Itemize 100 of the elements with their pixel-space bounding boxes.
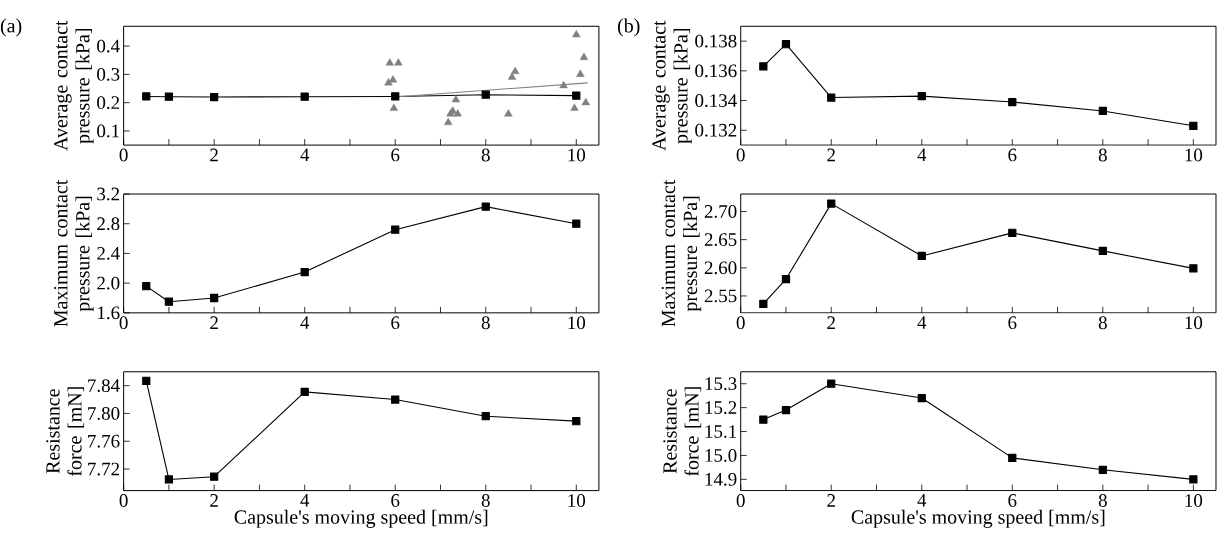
point bbox=[391, 395, 400, 404]
point bbox=[164, 92, 174, 102]
point bbox=[1189, 121, 1198, 131]
point bbox=[451, 95, 461, 103]
point bbox=[1098, 247, 1107, 256]
point bbox=[164, 297, 174, 307]
point bbox=[481, 90, 490, 100]
point bbox=[300, 92, 309, 102]
text: (a) bbox=[0, 18, 22, 37]
y-tick-label: 7.72 bbox=[88, 462, 120, 476]
y-tick-label: 15.2 bbox=[705, 401, 737, 415]
x-tick-label: 10 bbox=[1185, 148, 1203, 162]
text: (b) bbox=[617, 18, 640, 37]
point bbox=[385, 58, 394, 66]
y-tick-label: 2.4 bbox=[97, 247, 120, 261]
y-tick-label: 14.9 bbox=[705, 473, 737, 487]
x-tick-label: 8 bbox=[481, 494, 490, 508]
x-tick-label: 0 bbox=[736, 316, 745, 330]
x-tick-label: 4 bbox=[917, 494, 927, 507]
point bbox=[210, 472, 219, 482]
point bbox=[164, 475, 174, 484]
y-tick-label: 0.2 bbox=[97, 96, 120, 110]
y-tick-label: 2.65 bbox=[704, 233, 737, 247]
x-tick-label: 4 bbox=[917, 316, 927, 330]
point bbox=[1008, 98, 1017, 107]
x-tick-label: 8 bbox=[1098, 494, 1107, 508]
point bbox=[781, 275, 791, 284]
x-tick-label: 6 bbox=[1008, 148, 1017, 162]
point bbox=[504, 109, 513, 117]
y-tick-label: 2.55 bbox=[704, 289, 737, 303]
x-axis-title: Capsule's moving speed [mm/s] bbox=[234, 509, 488, 529]
y-tick-label: 0.138 bbox=[695, 34, 737, 48]
x-tick-label: 10 bbox=[1185, 494, 1203, 508]
y-tick-label: 7.84 bbox=[88, 379, 120, 393]
x-tick-label: 10 bbox=[568, 316, 586, 330]
point bbox=[507, 72, 517, 80]
point bbox=[1008, 229, 1017, 238]
point bbox=[572, 30, 581, 38]
point bbox=[827, 93, 836, 102]
point bbox=[579, 52, 589, 61]
y-tick-label: 2.70 bbox=[704, 205, 737, 219]
y-axis-title: Average contact pressure [kPa] bbox=[652, 20, 692, 151]
point bbox=[1098, 107, 1107, 116]
point bbox=[511, 67, 520, 75]
point bbox=[142, 92, 151, 101]
point bbox=[917, 394, 926, 403]
x-tick-label: 0 bbox=[119, 494, 128, 508]
point bbox=[576, 69, 585, 78]
x-tick-label: 6 bbox=[391, 316, 400, 330]
point bbox=[572, 219, 581, 229]
point bbox=[1008, 453, 1017, 463]
point bbox=[389, 103, 399, 112]
x-tick-label: 4 bbox=[300, 316, 310, 330]
y-tick-label: 0.136 bbox=[695, 64, 737, 78]
point bbox=[581, 98, 590, 106]
y-tick-label: 7.76 bbox=[88, 435, 120, 448]
x-tick-label: 4 bbox=[300, 148, 310, 162]
x-tick-label: 8 bbox=[1098, 148, 1107, 162]
point bbox=[391, 92, 400, 101]
y-tick-label: 0.134 bbox=[695, 94, 737, 108]
point bbox=[481, 202, 490, 212]
x-tick-label: 10 bbox=[568, 494, 586, 508]
x-tick-label: 4 bbox=[917, 148, 927, 162]
point bbox=[394, 58, 403, 66]
point bbox=[572, 91, 581, 100]
point bbox=[781, 40, 791, 49]
x-tick-label: 2 bbox=[827, 148, 835, 162]
y-tick-label: 2.8 bbox=[97, 217, 120, 231]
point bbox=[453, 109, 462, 117]
point bbox=[559, 81, 568, 89]
point bbox=[1189, 475, 1198, 484]
point bbox=[1098, 465, 1107, 475]
x-tick-label: 2 bbox=[210, 494, 218, 507]
point bbox=[210, 294, 219, 303]
y-tick-label: 1.6 bbox=[98, 306, 120, 320]
y-tick-label: 15.1 bbox=[705, 425, 737, 439]
x-tick-label: 0 bbox=[736, 494, 745, 508]
point bbox=[300, 388, 309, 397]
x-tick-label: 2 bbox=[210, 148, 218, 162]
point bbox=[827, 199, 836, 208]
point bbox=[827, 379, 836, 389]
point bbox=[759, 299, 768, 309]
y-tick-label: 15.3 bbox=[705, 377, 737, 391]
x-tick-label: 8 bbox=[1098, 316, 1107, 330]
y-tick-label: 15.0 bbox=[705, 449, 737, 463]
point bbox=[481, 412, 490, 421]
x-tick-label: 8 bbox=[481, 316, 490, 330]
x-tick-label: 10 bbox=[568, 148, 586, 162]
y-axis-title: Resistance force [mN] bbox=[46, 387, 85, 477]
y-tick-label: 2.60 bbox=[704, 261, 737, 275]
y-axis-title: Maximum contact pressure [kPa] bbox=[54, 180, 94, 327]
x-tick-label: 6 bbox=[391, 494, 400, 508]
y-axis-title: Average contact pressure [kPa] bbox=[54, 20, 94, 151]
x-tick-label: 2 bbox=[827, 316, 835, 330]
point bbox=[300, 268, 309, 277]
point bbox=[759, 62, 768, 71]
x-tick-label: 4 bbox=[300, 494, 310, 507]
x-tick-label: 6 bbox=[1008, 316, 1017, 330]
point bbox=[1189, 264, 1198, 273]
point bbox=[210, 93, 219, 102]
